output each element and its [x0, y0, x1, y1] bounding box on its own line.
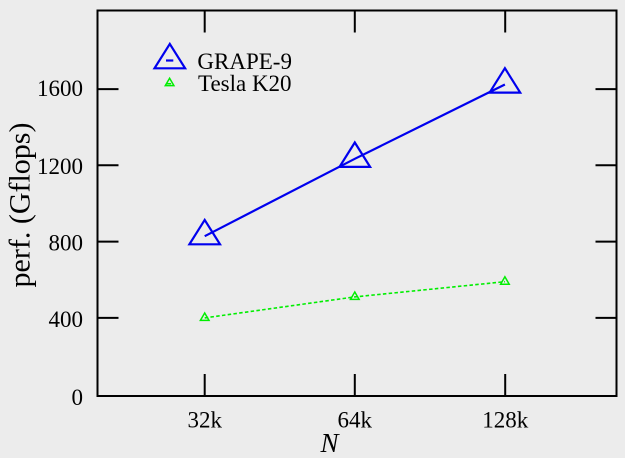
svg-text:1200: 1200	[37, 154, 83, 179]
svg-text:0: 0	[72, 385, 84, 410]
svg-text:32k: 32k	[187, 407, 222, 432]
svg-text:1600: 1600	[37, 76, 83, 101]
svg-text:128k: 128k	[482, 407, 529, 432]
svg-text:800: 800	[49, 230, 84, 255]
svg-text:N: N	[319, 428, 340, 458]
svg-text:Tesla K20: Tesla K20	[198, 71, 292, 96]
svg-text:perf. (Gflops): perf. (Gflops)	[4, 123, 37, 288]
svg-text:400: 400	[49, 307, 84, 332]
svg-text:64k: 64k	[338, 407, 373, 432]
svg-text:GRAPE-9: GRAPE-9	[197, 49, 292, 74]
